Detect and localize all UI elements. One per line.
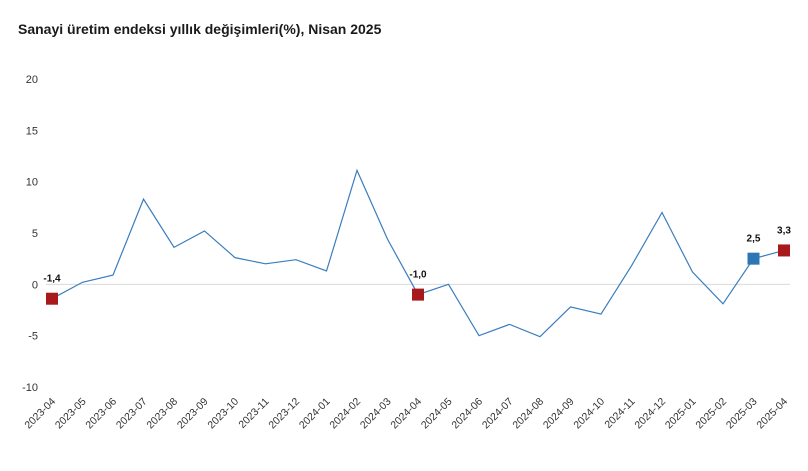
y-tick-label: -10 xyxy=(22,382,38,394)
x-tick-label: 2025-03 xyxy=(724,396,760,432)
highlight-marker xyxy=(778,244,790,257)
highlight-marker xyxy=(46,292,58,305)
x-tick-label: 2023-08 xyxy=(144,396,180,432)
chart-title: Sanayi üretim endeksi yıllık değişimleri… xyxy=(18,21,382,37)
data-label: 3,3 xyxy=(777,225,791,236)
x-tick-label: 2024-12 xyxy=(632,396,668,432)
x-tick-label: 2023-05 xyxy=(53,396,89,432)
x-tick-label: 2023-10 xyxy=(205,396,241,432)
x-tick-label: 2024-11 xyxy=(602,396,637,431)
x-tick-label: 2024-02 xyxy=(327,396,363,432)
y-tick-label: 5 xyxy=(32,228,38,240)
highlight-markers xyxy=(46,244,790,305)
x-tick-label: 2024-04 xyxy=(388,396,424,432)
x-axis-ticks: 2023-042023-052023-062023-072023-082023-… xyxy=(22,396,790,432)
data-label: 2,5 xyxy=(747,234,761,245)
x-tick-label: 2023-06 xyxy=(83,396,119,432)
x-tick-label: 2024-06 xyxy=(449,396,485,432)
highlight-marker xyxy=(412,288,424,301)
x-tick-label: 2023-04 xyxy=(22,396,58,432)
x-tick-label: 2023-09 xyxy=(175,396,211,432)
y-tick-label: 15 xyxy=(26,125,38,137)
highlight-marker xyxy=(747,252,760,265)
x-tick-label: 2024-03 xyxy=(358,396,394,432)
x-tick-label: 2025-04 xyxy=(754,396,790,432)
y-tick-label: -5 xyxy=(28,331,38,343)
data-labels: -1,4 -1,0 2,5 3,3 xyxy=(43,225,791,284)
x-tick-label: 2023-07 xyxy=(114,396,150,432)
y-axis-ticks: 20 15 10 5 0 -5 -10 xyxy=(22,74,38,394)
x-tick-label: 2025-01 xyxy=(663,396,699,432)
x-tick-label: 2025-02 xyxy=(693,396,729,432)
y-tick-label: 10 xyxy=(26,177,38,189)
y-tick-label: 0 xyxy=(32,279,38,291)
x-tick-label: 2024-10 xyxy=(571,396,607,432)
x-tick-label: 2023-12 xyxy=(266,396,302,432)
x-tick-label: 2024-05 xyxy=(419,396,455,432)
x-tick-label: 2024-09 xyxy=(541,396,577,432)
x-tick-label: 2024-01 xyxy=(297,396,333,432)
x-tick-label: 2023-11 xyxy=(236,396,271,431)
x-tick-label: 2024-07 xyxy=(480,396,516,432)
data-label: -1,4 xyxy=(43,274,61,285)
y-tick-label: 20 xyxy=(26,74,38,86)
x-tick-label: 2024-08 xyxy=(510,396,546,432)
series-line xyxy=(51,168,785,338)
data-label: -1,0 xyxy=(409,270,427,281)
